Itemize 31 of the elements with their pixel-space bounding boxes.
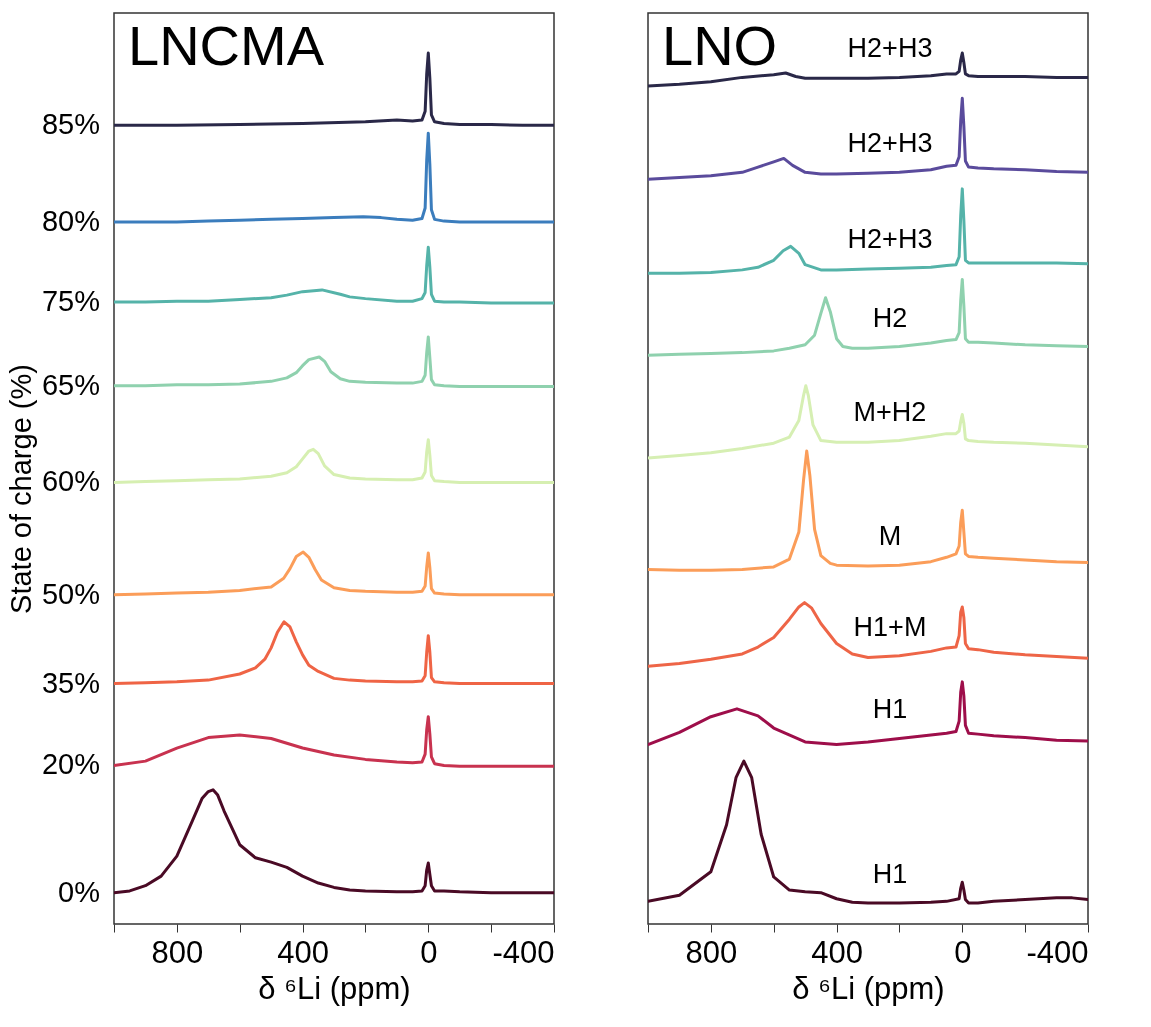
x-tick-label: 800 — [151, 934, 204, 970]
series-label: 75% — [41, 285, 100, 318]
x-tick-label: 0 — [420, 934, 438, 970]
series-label: M+H2 — [853, 396, 927, 427]
x-tick-label: -400 — [1026, 934, 1089, 970]
series-label: 0% — [58, 875, 100, 908]
x-axis-title: δ ⁶Li (ppm) — [258, 970, 411, 1006]
chart-title: LNCMA — [128, 14, 325, 77]
x-tick-label: 400 — [811, 934, 863, 970]
series-label: 60% — [41, 465, 100, 498]
series-label: H2+H3 — [847, 224, 933, 255]
series-label: 35% — [41, 666, 100, 699]
series-label: H2+H3 — [847, 33, 933, 64]
series-label: 85% — [41, 108, 100, 141]
x-axis-title: δ ⁶Li (ppm) — [792, 970, 945, 1006]
series-label: H1 — [872, 859, 908, 890]
x-tick-label: 400 — [277, 934, 329, 970]
x-tick-label: -400 — [492, 934, 555, 970]
series-label: M — [878, 521, 902, 552]
y-axis-title: State of charge (%) — [4, 364, 37, 614]
x-tick-label: 800 — [685, 934, 738, 970]
x-tick-label: 0 — [954, 934, 972, 970]
series-label: H2 — [872, 302, 908, 333]
series-label: 50% — [41, 577, 100, 610]
series-label: 20% — [41, 748, 100, 781]
series-label: 65% — [41, 368, 100, 401]
series-label: H1+M — [853, 611, 927, 642]
series-label: H2+H3 — [847, 128, 933, 159]
chart-title: LNO — [662, 14, 778, 77]
series-label: H1 — [872, 694, 908, 725]
series-label: 80% — [41, 204, 100, 237]
